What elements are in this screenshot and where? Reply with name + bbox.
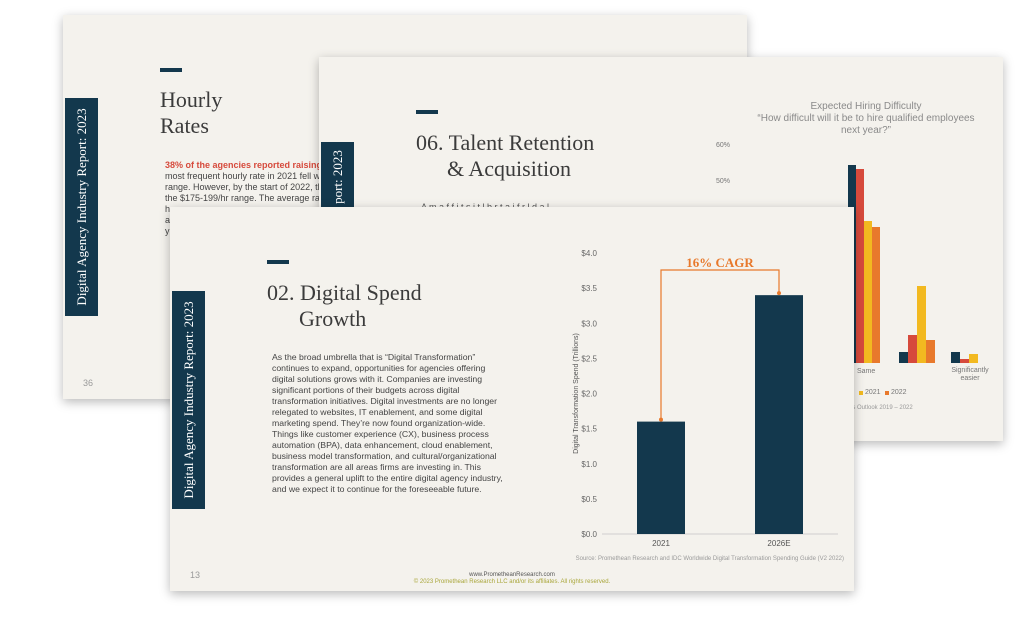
slide-title-line-1: 02. Digital Spend bbox=[267, 280, 422, 305]
slide-digital-spend[interactable]: Digital Agency Industry Report: 2023 02.… bbox=[170, 207, 854, 591]
title-accent-dash bbox=[416, 110, 438, 114]
y-tick-label: $1.0 bbox=[581, 460, 597, 469]
bar-most-difficult-2020 bbox=[856, 169, 864, 363]
report-side-label: port: 2023 bbox=[321, 142, 354, 212]
y-tick-label: $2.0 bbox=[581, 390, 597, 399]
page-number: 13 bbox=[190, 570, 201, 580]
bar-same-2019 bbox=[899, 352, 908, 363]
y-axis-label: Digital Transformation Spend (Trillions) bbox=[573, 333, 580, 454]
cagr-label: 16% CAGR bbox=[686, 255, 754, 270]
slide-title: 02. Digital Spend Growth bbox=[267, 280, 422, 332]
footer-copyright: © 2023 Promethean Research LLC and/or it… bbox=[413, 579, 611, 585]
bar-easier-2019 bbox=[951, 352, 960, 363]
paragraph-line: As the broad umbrella that is “Digital T… bbox=[272, 352, 476, 362]
y-tick-label: $0.5 bbox=[581, 495, 597, 504]
paragraph-line: Things like customer experience (CX), bu… bbox=[272, 429, 489, 439]
hiring-x-label-same: Same bbox=[857, 368, 876, 375]
page-number: 36 bbox=[83, 378, 94, 388]
bar-most-difficult-2022 bbox=[872, 227, 880, 363]
y-tick-label: $4.0 bbox=[581, 249, 597, 258]
bar-same-2022 bbox=[926, 340, 935, 363]
hiring-chart-title: Expected Hiring Difficulty “How difficul… bbox=[731, 101, 1001, 137]
paragraph-line: continues to expand, opportunities for a… bbox=[272, 363, 486, 373]
x-tick-label: 2026E bbox=[767, 539, 790, 548]
digital-spend-chart: $0.0 $0.5 $1.0 $1.5 $2.0 $2.5 $3.0 $3.5 $4.0 Digi… bbox=[573, 249, 838, 548]
bar-2026E bbox=[755, 295, 803, 534]
legend-swatch-2021 bbox=[859, 391, 863, 395]
body-line: most frequent hourly rate in 2021 fell w… bbox=[165, 171, 325, 181]
body-line: h bbox=[165, 204, 171, 214]
bar-easier-2020 bbox=[960, 359, 969, 363]
footer-url[interactable]: www.PrometheanResearch.com bbox=[469, 572, 555, 578]
bar-2021 bbox=[637, 421, 685, 534]
report-side-label-text: Digital Agency Industry Report: 2023 bbox=[73, 108, 89, 306]
paragraph-line: provides a general uplift to the entire … bbox=[272, 473, 503, 483]
title-accent-dash bbox=[267, 260, 289, 264]
slide-title: Hourly Rates bbox=[160, 87, 222, 139]
paragraph-line: automation (BPA), data enhancement, clou… bbox=[272, 440, 493, 450]
hiring-chart-title-line-1: Expected Hiring Difficulty bbox=[810, 101, 922, 112]
title-accent-dash bbox=[160, 68, 182, 72]
slide-title-line-1: 06. Talent Retention bbox=[416, 130, 595, 155]
bar-same-2021 bbox=[917, 286, 926, 363]
y-tick-label: $3.5 bbox=[581, 284, 597, 293]
bar-most-difficult-2021 bbox=[864, 221, 872, 363]
hiring-chart-source: es Outlook 2019 – 2022 bbox=[849, 405, 913, 411]
legend-label-2022: 2022 bbox=[891, 389, 907, 396]
hiring-y-tick: 50% bbox=[716, 178, 731, 185]
paragraph-line: business model transformation, and cultu… bbox=[272, 451, 497, 461]
legend-label-2021: 2021 bbox=[865, 389, 881, 396]
paragraph-line: digital solutions grows with it. Compani… bbox=[272, 374, 483, 384]
y-tick-label: $0.0 bbox=[581, 530, 597, 539]
report-side-label: Digital Agency Industry Report: 2023 bbox=[172, 291, 205, 509]
cagr-endpoint bbox=[777, 291, 781, 296]
paragraph-line: transformation initiatives. Digital inve… bbox=[272, 396, 498, 406]
slide-title: 06. Talent Retention & Acquisition bbox=[416, 130, 594, 182]
y-tick-label: $2.5 bbox=[581, 354, 597, 363]
body-line: a bbox=[165, 215, 171, 225]
slide-title-line-2: Rates bbox=[160, 113, 209, 138]
cagr-endpoint bbox=[659, 417, 663, 422]
body-line: y bbox=[165, 226, 170, 236]
chart-source: Source: Promethean Research and IDC Worl… bbox=[575, 556, 844, 562]
y-tick-label: $1.5 bbox=[581, 425, 597, 434]
hiring-y-tick: 60% bbox=[716, 142, 731, 149]
highlight-text: 38% of the agencies reported raising the… bbox=[165, 160, 341, 170]
paragraph-line: significant portions of their budgets ac… bbox=[272, 385, 460, 395]
hiring-chart-title-line-2: “How difficult will it be to hire qualif… bbox=[757, 113, 975, 124]
body-line: range. However, by the start of 2022, th… bbox=[165, 182, 328, 192]
paragraph-line: transformation are all areas firms are i… bbox=[272, 462, 481, 472]
body-text: 38% of the agencies reported raising the… bbox=[165, 160, 341, 237]
hiring-chart-title-line-3: next year?” bbox=[840, 125, 892, 136]
body-line: the $175-199/hr range. The average rate bbox=[165, 193, 328, 203]
bar-same-2020 bbox=[908, 335, 917, 363]
slide-title-line-1: Hourly bbox=[160, 87, 223, 112]
x-tick-label: 2021 bbox=[652, 539, 670, 548]
bar-easier-2021 bbox=[969, 354, 978, 363]
slide-paragraph: As the broad umbrella that is “Digital T… bbox=[272, 352, 517, 495]
slide-title-line-2: & Acquisition bbox=[447, 156, 572, 181]
y-tick-label: $3.0 bbox=[581, 319, 597, 328]
legend-swatch-2022 bbox=[885, 391, 889, 395]
slide-title-line-2: Growth bbox=[299, 306, 367, 331]
paragraph-line: and we expect it to continue for the for… bbox=[272, 484, 482, 494]
hiring-x-label-easier: Significantly easier bbox=[951, 367, 989, 382]
paragraph-line: marketing spend. They’re now found organ… bbox=[272, 418, 486, 428]
cagr-bracket bbox=[660, 269, 780, 420]
paragraph-line: relegated to websites, IT enablement, an… bbox=[272, 407, 483, 417]
report-side-label: Digital Agency Industry Report: 2023 bbox=[65, 98, 98, 316]
